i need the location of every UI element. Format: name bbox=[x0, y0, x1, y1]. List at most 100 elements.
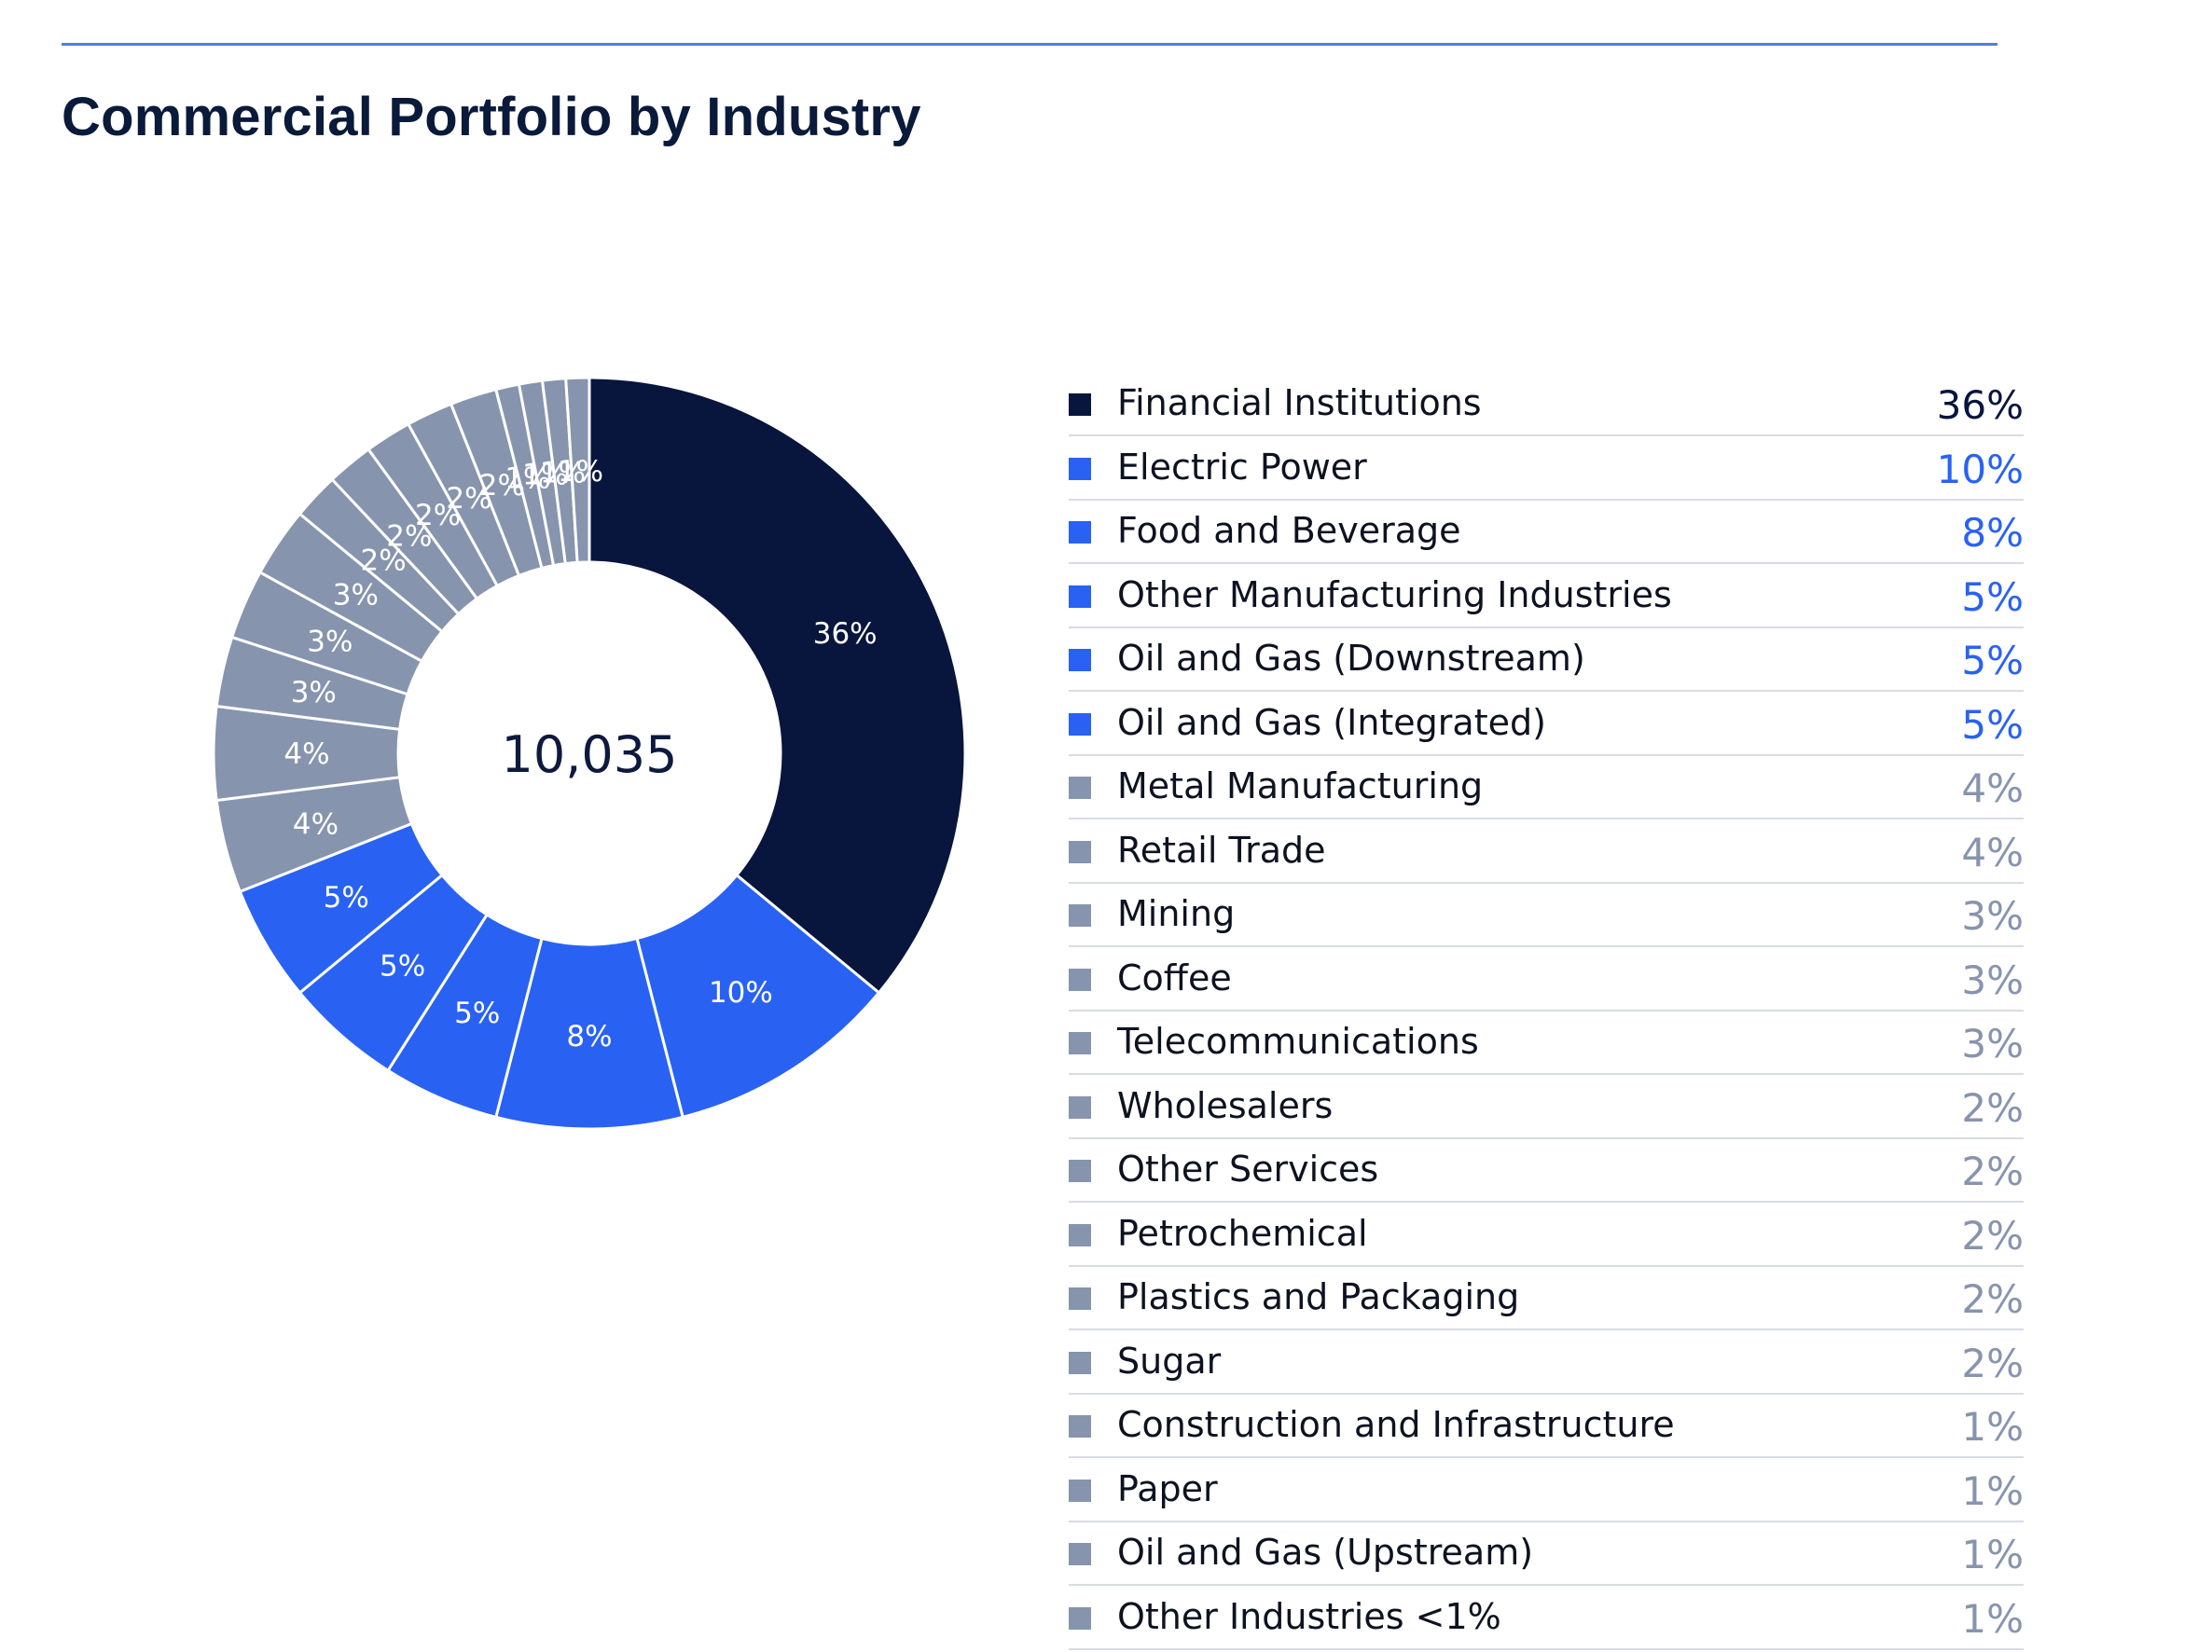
slice-value-label: 1% bbox=[540, 456, 586, 489]
legend-item: Other Industries <1% 1% bbox=[1069, 1589, 2024, 1650]
slice-value-label: 3% bbox=[333, 579, 379, 613]
legend-label: Telecommunications bbox=[1117, 1021, 1479, 1062]
legend-label: Mining bbox=[1117, 893, 1236, 934]
legend-value: 36% bbox=[1936, 382, 2024, 428]
legend-item: Oil and Gas (Downstream) 5% bbox=[1069, 630, 2024, 692]
legend-swatch bbox=[1069, 840, 1091, 863]
legend-item: Construction and Infrastructure 1% bbox=[1069, 1397, 2024, 1458]
legend-value: 2% bbox=[1961, 1340, 2024, 1386]
slice-value-label: 5% bbox=[454, 997, 500, 1030]
legend-label: Other Services bbox=[1117, 1149, 1379, 1190]
legend-label: Financial Institutions bbox=[1117, 382, 1482, 423]
slice-value-label: 36% bbox=[813, 617, 878, 651]
legend-label: Oil and Gas (Integrated) bbox=[1117, 701, 1546, 743]
top-divider-rule bbox=[62, 43, 1998, 46]
slice-value-label: 3% bbox=[291, 676, 337, 709]
legend-item: Metal Manufacturing 4% bbox=[1069, 758, 2024, 819]
legend-value: 4% bbox=[1961, 829, 2024, 875]
legend-value: 2% bbox=[1961, 1276, 2024, 1322]
legend-item: Mining 3% bbox=[1069, 886, 2024, 947]
legend-swatch bbox=[1069, 457, 1091, 480]
donut-slices bbox=[212, 376, 967, 1131]
legend-label: Metal Manufacturing bbox=[1117, 765, 1484, 806]
legend-label: Retail Trade bbox=[1117, 829, 1326, 871]
legend-value: 2% bbox=[1961, 1084, 2024, 1131]
legend-swatch bbox=[1069, 521, 1091, 544]
legend-value: 1% bbox=[1961, 1595, 2024, 1642]
legend-item: Plastics and Packaging 2% bbox=[1069, 1269, 2024, 1330]
slice-value-label: 5% bbox=[380, 949, 425, 983]
legend-item: Electric Power 10% bbox=[1069, 439, 2024, 501]
legend-value: 1% bbox=[1961, 1467, 2024, 1514]
slice-value-label: 2% bbox=[361, 544, 407, 578]
legend-label: Other Industries <1% bbox=[1117, 1595, 1501, 1637]
legend-label: Oil and Gas (Downstream) bbox=[1117, 638, 1585, 679]
legend-label: Sugar bbox=[1117, 1340, 1222, 1382]
legend-swatch bbox=[1069, 1543, 1091, 1565]
legend-item: Paper 1% bbox=[1069, 1461, 2024, 1522]
slice-value-label: 1% bbox=[558, 455, 603, 489]
donut-chart: 36%10%8%5%5%5%4%4%3%3%3%2%2%2%2%2%1%1%1%… bbox=[212, 376, 967, 1131]
legend-item: Oil and Gas (Upstream) 1% bbox=[1069, 1524, 2024, 1586]
chart-legend: Financial Institutions 36% Electric Power 1… bbox=[1069, 375, 2024, 1652]
legend-item: Other Services 2% bbox=[1069, 1141, 2024, 1203]
legend-item: Oil and Gas (Integrated) 5% bbox=[1069, 695, 2024, 756]
legend-label: Wholesalers bbox=[1117, 1084, 1334, 1126]
legend-value: 5% bbox=[1961, 573, 2024, 620]
legend-value: 2% bbox=[1961, 1149, 2024, 1194]
legend-swatch bbox=[1069, 1606, 1091, 1630]
legend-value: 5% bbox=[1961, 701, 2024, 748]
legend-swatch bbox=[1069, 712, 1091, 736]
legend-label: Coffee bbox=[1117, 957, 1232, 998]
legend-value: 3% bbox=[1961, 957, 2024, 1003]
legend-value: 1% bbox=[1961, 1532, 2024, 1577]
slice-value-label: 1% bbox=[505, 461, 550, 495]
legend-label: Plastics and Packaging bbox=[1117, 1276, 1520, 1317]
legend-swatch bbox=[1069, 1223, 1091, 1246]
legend-swatch bbox=[1069, 393, 1091, 416]
legend-item: Wholesalers 2% bbox=[1069, 1078, 2024, 1139]
legend-swatch bbox=[1069, 1415, 1091, 1438]
legend-label: Other Manufacturing Industries bbox=[1117, 573, 1672, 615]
legend-value: 1% bbox=[1961, 1404, 2024, 1450]
legend-label: Paper bbox=[1117, 1467, 1218, 1509]
legend-swatch bbox=[1069, 649, 1091, 671]
slice-value-label: 2% bbox=[386, 520, 432, 554]
slice-value-label: 1% bbox=[522, 459, 568, 492]
legend-swatch bbox=[1069, 1287, 1091, 1310]
legend-value: 2% bbox=[1961, 1212, 2024, 1259]
legend-value: 5% bbox=[1961, 638, 2024, 683]
slice-value-label: 5% bbox=[324, 881, 369, 915]
legend-swatch bbox=[1069, 1351, 1091, 1374]
slice-value-label: 2% bbox=[446, 482, 491, 516]
donut-slice bbox=[635, 873, 881, 1120]
legend-label: Petrochemical bbox=[1117, 1212, 1368, 1254]
legend-label: Electric Power bbox=[1117, 446, 1367, 488]
legend-swatch bbox=[1069, 904, 1091, 927]
legend-swatch bbox=[1069, 1479, 1091, 1502]
legend-item: Petrochemical 2% bbox=[1069, 1205, 2024, 1267]
legend-item: Coffee 3% bbox=[1069, 950, 2024, 1012]
legend-item: Food and Beverage 8% bbox=[1069, 502, 2024, 564]
legend-item: Sugar 2% bbox=[1069, 1333, 2024, 1395]
legend-value: 10% bbox=[1936, 446, 2024, 492]
legend-swatch bbox=[1069, 1160, 1091, 1182]
slice-value-label: 3% bbox=[307, 626, 353, 659]
slice-value-label: 8% bbox=[566, 1020, 612, 1053]
donut-slice-labels: 36%10%8%5%5%5%4%4%3%3%3%2%2%2%2%2%1%1%1%… bbox=[283, 455, 877, 1053]
legend-item: Financial Institutions 36% bbox=[1069, 375, 2024, 436]
page-title: Commercial Portfolio by Industry bbox=[62, 87, 921, 147]
legend-label: Oil and Gas (Upstream) bbox=[1117, 1532, 1534, 1573]
donut-slice bbox=[588, 376, 967, 995]
legend-value: 8% bbox=[1961, 510, 2024, 556]
legend-swatch bbox=[1069, 585, 1091, 608]
legend-swatch bbox=[1069, 1032, 1091, 1054]
legend-value: 4% bbox=[1961, 765, 2024, 811]
slice-value-label: 10% bbox=[709, 976, 773, 1010]
slice-value-label: 2% bbox=[479, 469, 525, 502]
legend-value: 3% bbox=[1961, 893, 2024, 939]
slice-value-label: 2% bbox=[415, 499, 461, 532]
legend-swatch bbox=[1069, 777, 1091, 799]
donut-slice bbox=[564, 376, 591, 564]
slice-value-label: 4% bbox=[293, 807, 339, 841]
